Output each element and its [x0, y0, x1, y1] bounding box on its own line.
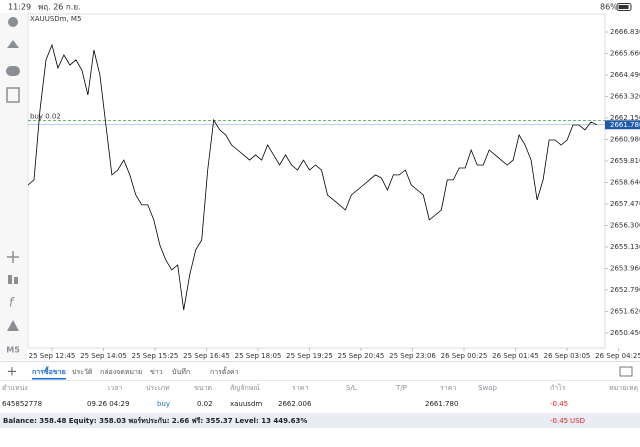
y-tick-label: 2656.300	[610, 221, 640, 229]
battery-level	[618, 5, 629, 9]
summary-text: Balance: 358.48 Equity: 358.03 พอร์ทประก…	[3, 416, 307, 425]
cell-open-price: 2662.006	[278, 400, 312, 408]
price-line	[27, 43, 598, 311]
y-tick-label: 2650.450	[610, 329, 640, 337]
panel-divider	[0, 361, 640, 362]
position-label: buy 0.02	[30, 113, 61, 121]
add-tab-button[interactable]: +	[7, 365, 18, 380]
trade-icon[interactable]	[7, 40, 19, 48]
objects-icon[interactable]	[7, 320, 19, 331]
panel-toggle[interactable]	[619, 366, 633, 377]
y-tick-label: 2666.830	[610, 28, 640, 36]
column-header: สัญลักษณ์	[230, 384, 260, 392]
status-time: 11:29	[8, 3, 31, 12]
cell-profit: -0.45	[550, 400, 568, 408]
status-battery: 86%	[600, 3, 618, 12]
y-tick-label: 2665.660	[610, 49, 640, 57]
tab[interactable]: การซื้อขาย	[32, 365, 66, 376]
y-tick-label: 2660.980	[610, 135, 640, 143]
x-tick-label: 25 Sep 15:25	[132, 352, 179, 360]
x-tick-label: 26 Sep 01:45	[492, 352, 539, 360]
y-tick-label: 2662.150	[610, 114, 640, 122]
x-tick-label: 25 Sep 20:45	[338, 352, 385, 360]
column-header: เวลา	[108, 384, 123, 392]
battery-icon	[616, 3, 632, 11]
candles-icon-2[interactable]	[14, 277, 18, 284]
cell-volume: 0.02	[197, 400, 213, 408]
crosshair-icon[interactable]	[7, 251, 19, 263]
status-date: พฤ. 26 ก.ย.	[38, 3, 81, 12]
tab[interactable]: การตั้งค่า	[210, 365, 239, 376]
summary-currency: USD	[570, 417, 585, 425]
column-header: Swap	[478, 384, 497, 392]
y-tick-label: 2651.620	[610, 307, 640, 315]
account-icon[interactable]	[8, 17, 18, 27]
bid-box	[605, 120, 640, 130]
header-divider	[0, 380, 640, 381]
column-header: ขนาด	[194, 384, 212, 392]
y-tick-label: 2663.320	[610, 92, 640, 100]
y-tick-label: 2659.810	[610, 157, 640, 165]
summary-bg	[0, 413, 640, 428]
y-tick-label: 2664.490	[610, 71, 640, 79]
column-header: หมายเหตุ	[609, 384, 638, 392]
column-header: ราคา	[440, 384, 456, 392]
toolbar-bg	[0, 13, 27, 360]
chart-frame	[27, 13, 606, 349]
column-header: S/L	[346, 384, 357, 392]
cell-ticket: 645852778	[2, 400, 42, 408]
column-header: ประเภท	[146, 384, 170, 392]
x-tick-label: 25 Sep 14:05	[80, 352, 127, 360]
cell-price: 2661.780	[425, 400, 458, 408]
x-tick-label: 26 Sep 03:05	[544, 352, 591, 360]
tab[interactable]: ข่าว	[150, 368, 163, 376]
bid-label: 2661.780	[610, 121, 640, 129]
chat-icon[interactable]	[6, 66, 20, 76]
cell-symbol: xauusdm	[230, 400, 262, 408]
tab[interactable]: ประวัติ	[72, 368, 93, 376]
column-header: T/P	[395, 384, 407, 392]
indicator-icon[interactable]: f	[9, 296, 15, 310]
cell-type: buy	[157, 400, 170, 408]
x-tick-label: 25 Sep 23:06	[389, 352, 436, 360]
toolbar: f M5	[0, 13, 27, 360]
y-tick-label: 2652.790	[610, 286, 640, 294]
x-tick-label: 25 Sep 19:25	[286, 352, 333, 360]
y-tick-label: 2655.130	[610, 243, 640, 251]
x-tick-label: 25 Sep 12:45	[29, 352, 76, 360]
y-tick-label: 2658.640	[610, 178, 640, 186]
column-header: กำไร	[550, 383, 566, 392]
column-header: ตำแหน่ง	[2, 384, 28, 392]
cell-time: 09.26 04:29	[87, 400, 129, 408]
y-tick-label: 2657.470	[610, 200, 640, 208]
column-header: ราคา	[292, 384, 308, 392]
tab[interactable]: บันทึก	[172, 367, 190, 376]
x-tick-label: 25 Sep 16:45	[183, 352, 230, 360]
new-order-icon[interactable]	[6, 87, 20, 103]
candles-icon[interactable]	[8, 275, 12, 284]
x-tick-label: 26 Sep 04:25	[595, 352, 640, 360]
x-tick-label: 26 Sep 00:25	[441, 352, 488, 360]
tab[interactable]: กล่องจดหมาย	[100, 368, 142, 376]
timeframe[interactable]: M5	[6, 346, 20, 355]
summary-profit: -0.45	[550, 417, 568, 425]
chart-symbol: XAUUSDm, M5	[30, 15, 81, 23]
y-tick-label: 2653.960	[610, 264, 640, 272]
x-tick-label: 25 Sep 18:05	[235, 352, 282, 360]
tab-underline	[32, 378, 66, 380]
